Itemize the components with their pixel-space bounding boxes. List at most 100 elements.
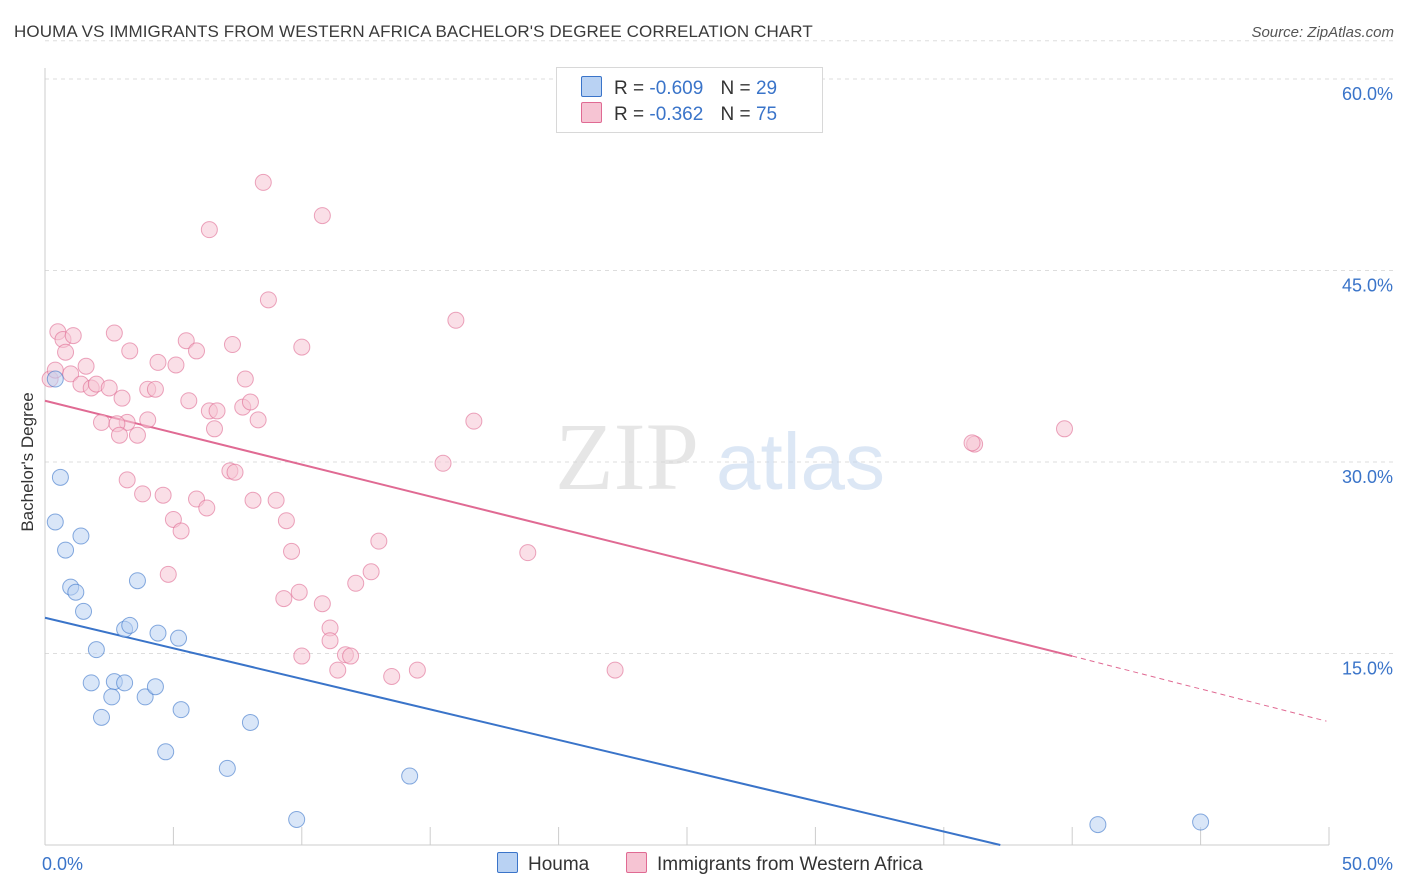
waf-point [408,661,426,679]
waf-point [167,356,185,374]
waf-r-value: -0.362 [649,104,704,125]
x-tick-label: 50.0% [1342,854,1393,874]
waf-point [329,661,347,679]
houma-point [82,674,100,692]
waf-point [105,324,123,342]
houma-point [146,678,164,696]
waf-point [92,413,110,431]
legend-n-label: N = [720,78,751,99]
waf-point [77,357,95,375]
data-points [41,173,1210,834]
waf-point [134,485,152,503]
houma-n-value: 29 [755,78,778,99]
y-tick-label: 15.0% [1342,659,1393,679]
legend-r-label: R = [614,78,645,99]
y-tick-label: 30.0% [1342,467,1393,487]
waf-point [208,402,226,420]
x-tick-label: 0.0% [42,854,83,874]
waf-point [180,392,198,410]
waf-point [606,661,624,679]
legend-row-houma: R = -0.609 N = 29 [581,76,777,100]
houma-legend-label: Houma [528,854,590,875]
waf-point [146,380,164,398]
houma-point [72,527,90,545]
waf-point [1055,420,1073,438]
houma-point [241,713,259,731]
houma-point [75,602,93,620]
waf-point [118,471,136,489]
waf-point [226,463,244,481]
waf-point [465,412,483,430]
houma-point [1192,813,1210,831]
waf-point [293,647,311,665]
houma-point [46,513,64,531]
chart-title: HOUMA VS IMMIGRANTS FROM WESTERN AFRICA … [14,22,813,41]
waf-point [434,454,452,472]
waf-point [249,411,267,429]
watermark-atlas: atlas [716,417,885,506]
bottom-legend-houma: Houma [497,852,589,876]
trend-lines [44,399,1327,846]
waf-point [154,486,172,504]
waf-point [275,590,293,608]
waf-point [963,434,981,452]
waf-point [57,343,75,361]
waf-point [100,379,118,397]
waf-trend-line [44,399,1073,658]
waf-point [313,207,331,225]
legend-row-waf: R = -0.362 N = 75 [581,102,777,126]
y-tick-label: 60.0% [1342,84,1393,104]
houma-point [67,583,85,601]
waf-point [362,563,380,581]
waf-point [283,542,301,560]
waf-point [172,522,190,540]
waf-point [200,221,218,239]
waf-point [293,338,311,356]
waf-point [198,499,216,517]
waf-point [241,393,259,411]
source-label: Source: ZipAtlas.com [1251,24,1394,41]
houma-point [1089,816,1107,834]
waf-point [313,595,331,613]
waf-point [177,332,195,350]
houma-point [92,708,110,726]
houma-point [401,767,419,785]
waf-point [113,389,131,407]
waf-point [321,632,339,650]
legend-r-label: R = [614,104,645,125]
waf-point [244,491,262,509]
waf-point [277,512,295,530]
watermark-zip: ZIP [555,403,699,510]
y-tick-label: 45.0% [1342,276,1393,296]
houma-point [51,468,69,486]
houma-swatch [581,76,602,97]
houma-point [128,572,146,590]
watermark: ZIP atlas [555,403,885,510]
waf-swatch [581,102,602,123]
waf-point [347,574,365,592]
waf-point [236,370,254,388]
waf-point [110,426,128,444]
houma-point [218,759,236,777]
houma-point [288,810,306,828]
houma-legend-swatch [497,852,518,873]
waf-point [254,173,272,191]
waf-point [149,353,167,371]
waf-point [267,491,285,509]
waf-point [342,647,360,665]
waf-point [64,327,82,345]
houma-r-value: -0.609 [649,78,704,99]
waf-trend-extension [1072,655,1327,722]
houma-point [149,624,167,642]
houma-point [136,688,154,706]
waf-point [259,291,277,309]
houma-point [116,674,134,692]
bottom-legend-waf: Immigrants from Western Africa [626,852,923,876]
waf-point [188,342,206,360]
houma-point [57,541,75,559]
houma-point [157,743,175,761]
waf-point [121,342,139,360]
houma-point [121,616,139,634]
waf-point [223,336,241,354]
waf-point [519,544,537,562]
